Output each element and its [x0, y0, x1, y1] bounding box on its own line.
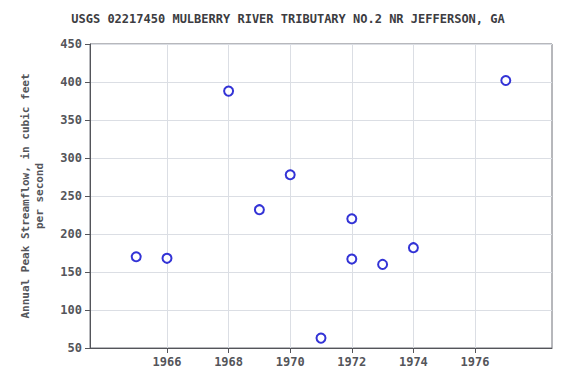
svg-text:150: 150 — [60, 265, 82, 279]
svg-text:300: 300 — [60, 151, 82, 165]
svg-text:1974: 1974 — [399, 355, 428, 369]
svg-text:1966: 1966 — [153, 355, 182, 369]
svg-text:1976: 1976 — [461, 355, 490, 369]
svg-text:450: 450 — [60, 37, 82, 51]
svg-text:50: 50 — [68, 341, 82, 355]
svg-text:USGS 02217450 MULBERRY RIVER T: USGS 02217450 MULBERRY RIVER TRIBUTARY N… — [71, 12, 505, 26]
svg-text:1972: 1972 — [337, 355, 366, 369]
svg-text:1970: 1970 — [276, 355, 305, 369]
svg-text:250: 250 — [60, 189, 82, 203]
svg-text:200: 200 — [60, 227, 82, 241]
svg-text:Annual Peak Streamflow, in cub: Annual Peak Streamflow, in cubic feet — [19, 73, 32, 318]
svg-text:400: 400 — [60, 75, 82, 89]
svg-text:350: 350 — [60, 113, 82, 127]
svg-text:100: 100 — [60, 303, 82, 317]
svg-text:per second: per second — [33, 163, 46, 229]
svg-text:1968: 1968 — [214, 355, 243, 369]
